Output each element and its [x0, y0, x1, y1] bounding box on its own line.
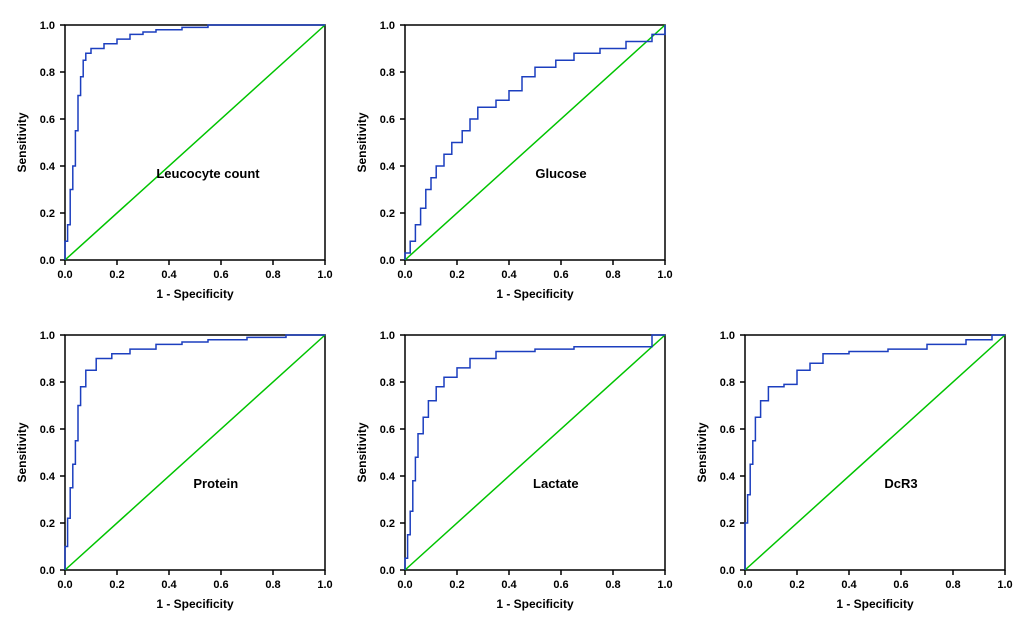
- y-axis-label: Sensitivity: [355, 422, 369, 482]
- roc-panel-leucocyte: 0.00.0 0.2 0.2 0.4 0.4 0.6 0.6 0.8 0.8 1.0 1.0 1 - …: [10, 10, 340, 310]
- x-tick-label: 0.8: [945, 579, 960, 591]
- y-tick-label: 0.8: [720, 377, 735, 389]
- y-tick-label: 1.0: [380, 330, 395, 342]
- y-tick-label: 0.6: [380, 114, 395, 126]
- y-tick-label: 1.0: [380, 20, 395, 32]
- x-tick-label: 0.8: [605, 579, 620, 591]
- y-tick-label: 0.4: [40, 471, 56, 483]
- x-tick-label: 1.0: [317, 269, 332, 281]
- x-tick-label: 1.0: [997, 579, 1012, 591]
- y-tick-label: 0.6: [40, 424, 55, 436]
- x-tick-label: 0.0: [737, 579, 752, 591]
- x-tick-label: 0.4: [841, 579, 857, 591]
- x-tick-label: 1.0: [657, 269, 672, 281]
- y-tick-label: 0.2: [720, 518, 735, 530]
- reference-line: [745, 335, 1005, 570]
- x-tick-label: 0.2: [449, 579, 464, 591]
- y-tick-label: 0.0: [380, 255, 395, 267]
- y-tick-label: 0.6: [40, 114, 55, 126]
- roc-panel-protein: 0.00.0 0.2 0.2 0.4 0.4 0.6 0.6 0.8 0.8 1.0 1.0 1 - …: [10, 320, 340, 620]
- y-tick-label: 0.2: [380, 208, 395, 220]
- reference-line: [65, 335, 325, 570]
- y-tick-label: 1.0: [40, 330, 55, 342]
- roc-panel-dcr3: 0.00.0 0.2 0.2 0.4 0.4 0.6 0.6 0.8 0.8 1.0 1.0 1 - …: [690, 320, 1020, 620]
- y-tick-label: 0.8: [40, 377, 55, 389]
- y-tick-label: 0.6: [720, 424, 735, 436]
- x-tick-label: 1.0: [317, 579, 332, 591]
- x-tick-label: 0.2: [789, 579, 804, 591]
- x-tick-label: 0.6: [893, 579, 908, 591]
- y-tick-label: 0.4: [380, 161, 396, 173]
- x-tick-label: 0.2: [109, 269, 124, 281]
- roc-panel-glucose: 0.00.0 0.2 0.2 0.4 0.4 0.6 0.6 0.8 0.8 1.0 1.0 1 - …: [350, 10, 680, 310]
- x-tick-label: 0.0: [397, 579, 412, 591]
- x-tick-label: 0.4: [501, 269, 517, 281]
- y-axis-label: Sensitivity: [15, 422, 29, 482]
- y-tick-label: 0.4: [720, 471, 736, 483]
- y-tick-label: 1.0: [40, 20, 55, 32]
- x-tick-label: 0.4: [161, 579, 177, 591]
- y-tick-label: 0.0: [380, 565, 395, 577]
- y-axis-label: Sensitivity: [15, 112, 29, 172]
- chart-grid: 0.00.00.20.20.40.40.60.60.80.81.01.01 - …: [10, 10, 1014, 620]
- x-tick-label: 0.0: [397, 269, 412, 281]
- y-tick-label: 0.4: [40, 161, 56, 173]
- chart-title: Lactate: [533, 476, 579, 491]
- x-tick-label: 0.8: [265, 269, 280, 281]
- y-tick-label: 0.8: [380, 377, 395, 389]
- empty-panel: [690, 10, 1020, 310]
- x-tick-label: 0.2: [109, 579, 124, 591]
- x-tick-label: 0.0: [57, 579, 72, 591]
- y-tick-label: 1.0: [720, 330, 735, 342]
- y-tick-label: 0.8: [380, 67, 395, 79]
- y-tick-label: 0.2: [40, 208, 55, 220]
- y-tick-label: 0.0: [40, 565, 55, 577]
- chart-title: Glucose: [535, 166, 586, 181]
- chart-title: Leucocyte count: [156, 166, 260, 181]
- roc-panel-lactate: 0.00.0 0.2 0.2 0.4 0.4 0.6 0.6 0.8 0.8 1.0 1.0 1 - …: [350, 320, 680, 620]
- y-tick-label: 0.6: [380, 424, 395, 436]
- x-tick-label: 0.4: [161, 269, 177, 281]
- x-axis-label: 1 - Specificity: [156, 287, 234, 301]
- y-tick-label: 0.8: [40, 67, 55, 79]
- chart-title: DcR3: [884, 476, 917, 491]
- x-axis-label: 1 - Specificity: [836, 597, 914, 611]
- y-axis-label: Sensitivity: [695, 422, 709, 482]
- x-tick-label: 0.6: [213, 579, 228, 591]
- reference-line: [405, 335, 665, 570]
- x-tick-label: 0.8: [605, 269, 620, 281]
- x-tick-label: 0.2: [449, 269, 464, 281]
- x-tick-label: 1.0: [657, 579, 672, 591]
- x-tick-label: 0.6: [553, 269, 568, 281]
- y-tick-label: 0.0: [40, 255, 55, 267]
- reference-line: [65, 25, 325, 260]
- x-tick-label: 0.6: [553, 579, 568, 591]
- reference-line: [405, 25, 665, 260]
- x-axis-label: 1 - Specificity: [496, 597, 574, 611]
- y-tick-label: 0.2: [380, 518, 395, 530]
- y-tick-label: 0.0: [720, 565, 735, 577]
- y-tick-label: 0.4: [380, 471, 396, 483]
- x-tick-label: 0.0: [57, 269, 72, 281]
- y-axis-label: Sensitivity: [355, 112, 369, 172]
- x-tick-label: 0.6: [213, 269, 228, 281]
- x-axis-label: 1 - Specificity: [496, 287, 574, 301]
- y-tick-label: 0.2: [40, 518, 55, 530]
- chart-title: Protein: [193, 476, 238, 491]
- x-tick-label: 0.4: [501, 579, 517, 591]
- x-tick-label: 0.8: [265, 579, 280, 591]
- x-axis-label: 1 - Specificity: [156, 597, 234, 611]
